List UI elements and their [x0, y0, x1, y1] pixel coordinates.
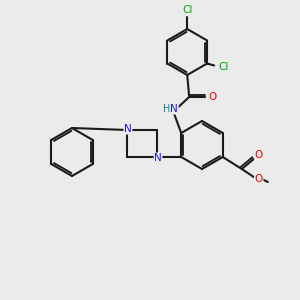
Text: N: N [124, 124, 132, 134]
Text: O: O [208, 92, 216, 102]
Text: Cl: Cl [182, 5, 192, 15]
Text: H: H [163, 104, 170, 114]
Text: O: O [255, 150, 263, 160]
Text: Cl: Cl [218, 62, 228, 73]
Text: N: N [170, 104, 178, 114]
Text: O: O [255, 174, 263, 184]
Text: N: N [154, 153, 162, 163]
